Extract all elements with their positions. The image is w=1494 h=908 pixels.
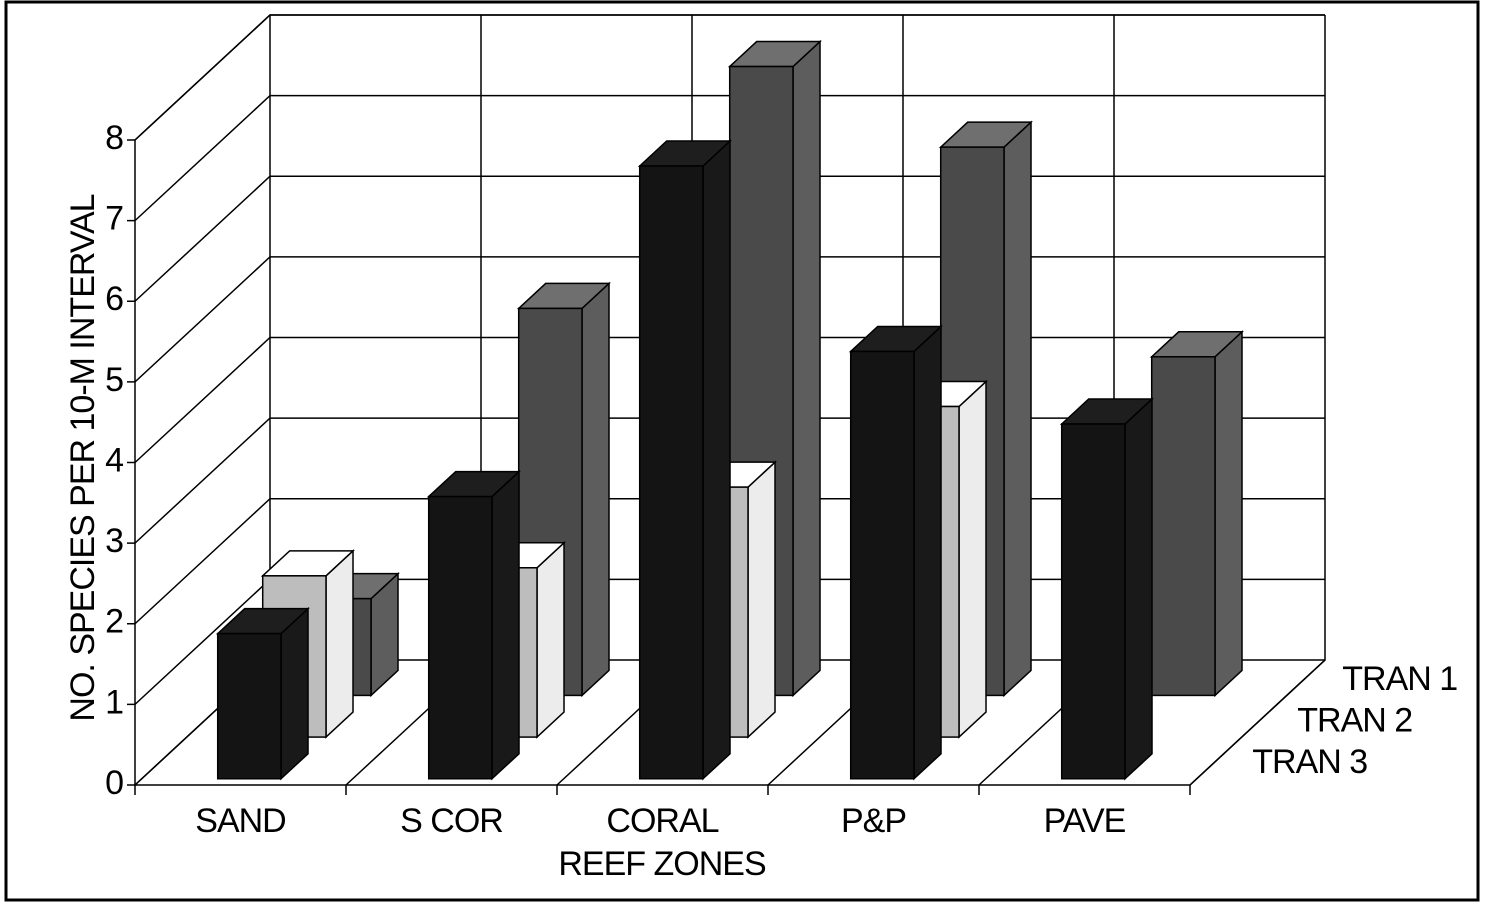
bar-side <box>280 606 309 781</box>
y-axis-title: NO. SPECIES PER 10-M INTERVAL <box>64 194 102 721</box>
y-tick-label: 2 <box>105 603 123 641</box>
bar-side <box>792 39 821 698</box>
floor-line <box>1189 659 1326 786</box>
bar-side <box>958 379 987 739</box>
y-tick-label: 1 <box>105 683 123 721</box>
y-tick-label: 6 <box>105 280 123 318</box>
bar-side <box>536 541 565 739</box>
y-tick-label: 4 <box>105 441 123 479</box>
bar-side <box>325 549 354 739</box>
bar <box>216 632 282 780</box>
x-axis-title: REEF ZONES <box>558 845 766 883</box>
bar-side <box>747 460 776 739</box>
y-tick-label: 3 <box>105 522 123 560</box>
legend-label: TRAN 1 <box>1342 660 1457 698</box>
bar-side <box>1124 397 1153 781</box>
bar-side <box>702 139 731 781</box>
legend-label: TRAN 3 <box>1252 743 1367 781</box>
bar-side <box>913 324 942 781</box>
bar <box>427 495 493 780</box>
bar <box>638 165 704 780</box>
y-tick-label: 7 <box>105 200 123 238</box>
bar-side <box>581 281 610 698</box>
x-tick-label: S COR <box>400 802 503 840</box>
grid-line <box>134 94 1325 222</box>
y-tick-label: 8 <box>105 119 123 157</box>
bar-side <box>491 469 520 781</box>
bar <box>1150 356 1216 697</box>
x-tick-label: CORAL <box>606 802 718 840</box>
bar-side <box>1003 120 1032 698</box>
x-tick-label: PAVE <box>1044 802 1126 840</box>
x-tick-label: P&P <box>841 802 906 840</box>
legend-label: TRAN 2 <box>1297 702 1412 740</box>
x-tick-label: SAND <box>195 802 285 840</box>
bar <box>849 350 915 780</box>
bar-side <box>1214 330 1243 698</box>
bar <box>1060 423 1126 780</box>
frame <box>4 0 1480 902</box>
grid-line <box>134 14 1325 141</box>
y-tick-label: 5 <box>105 361 123 399</box>
y-tick-label: 0 <box>105 764 123 802</box>
